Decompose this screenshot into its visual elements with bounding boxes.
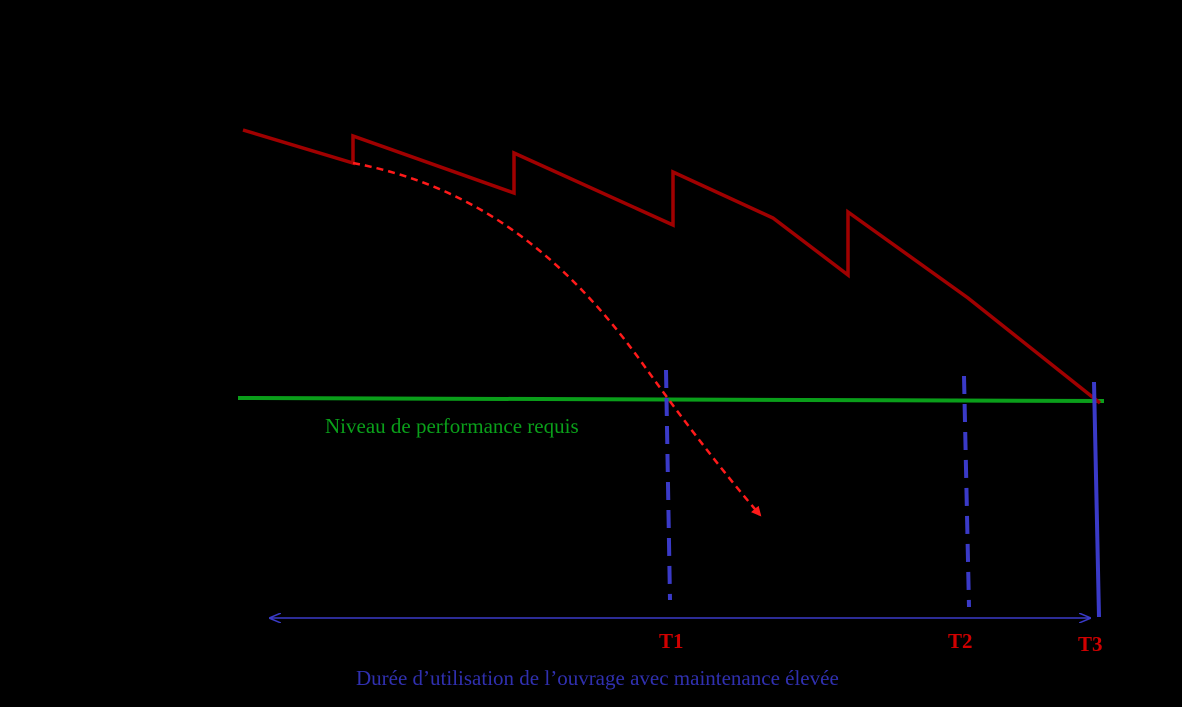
duration-label: Durée d’utilisation de l’ouvrage avec ma… — [356, 666, 839, 690]
threshold-line — [237, 396, 1105, 403]
t3-label: T3 — [1078, 632, 1103, 656]
t3-marker-line — [1092, 381, 1101, 618]
unmaintained-degradation-curve — [352, 161, 762, 517]
maintained-performance-curve — [242, 128, 1102, 405]
t1-marker-line — [664, 369, 672, 601]
t2-label: T2 — [948, 629, 973, 653]
t1-label: T1 — [659, 629, 684, 653]
threshold-label: Niveau de performance requis — [325, 414, 579, 438]
t2-marker-line — [962, 375, 971, 608]
